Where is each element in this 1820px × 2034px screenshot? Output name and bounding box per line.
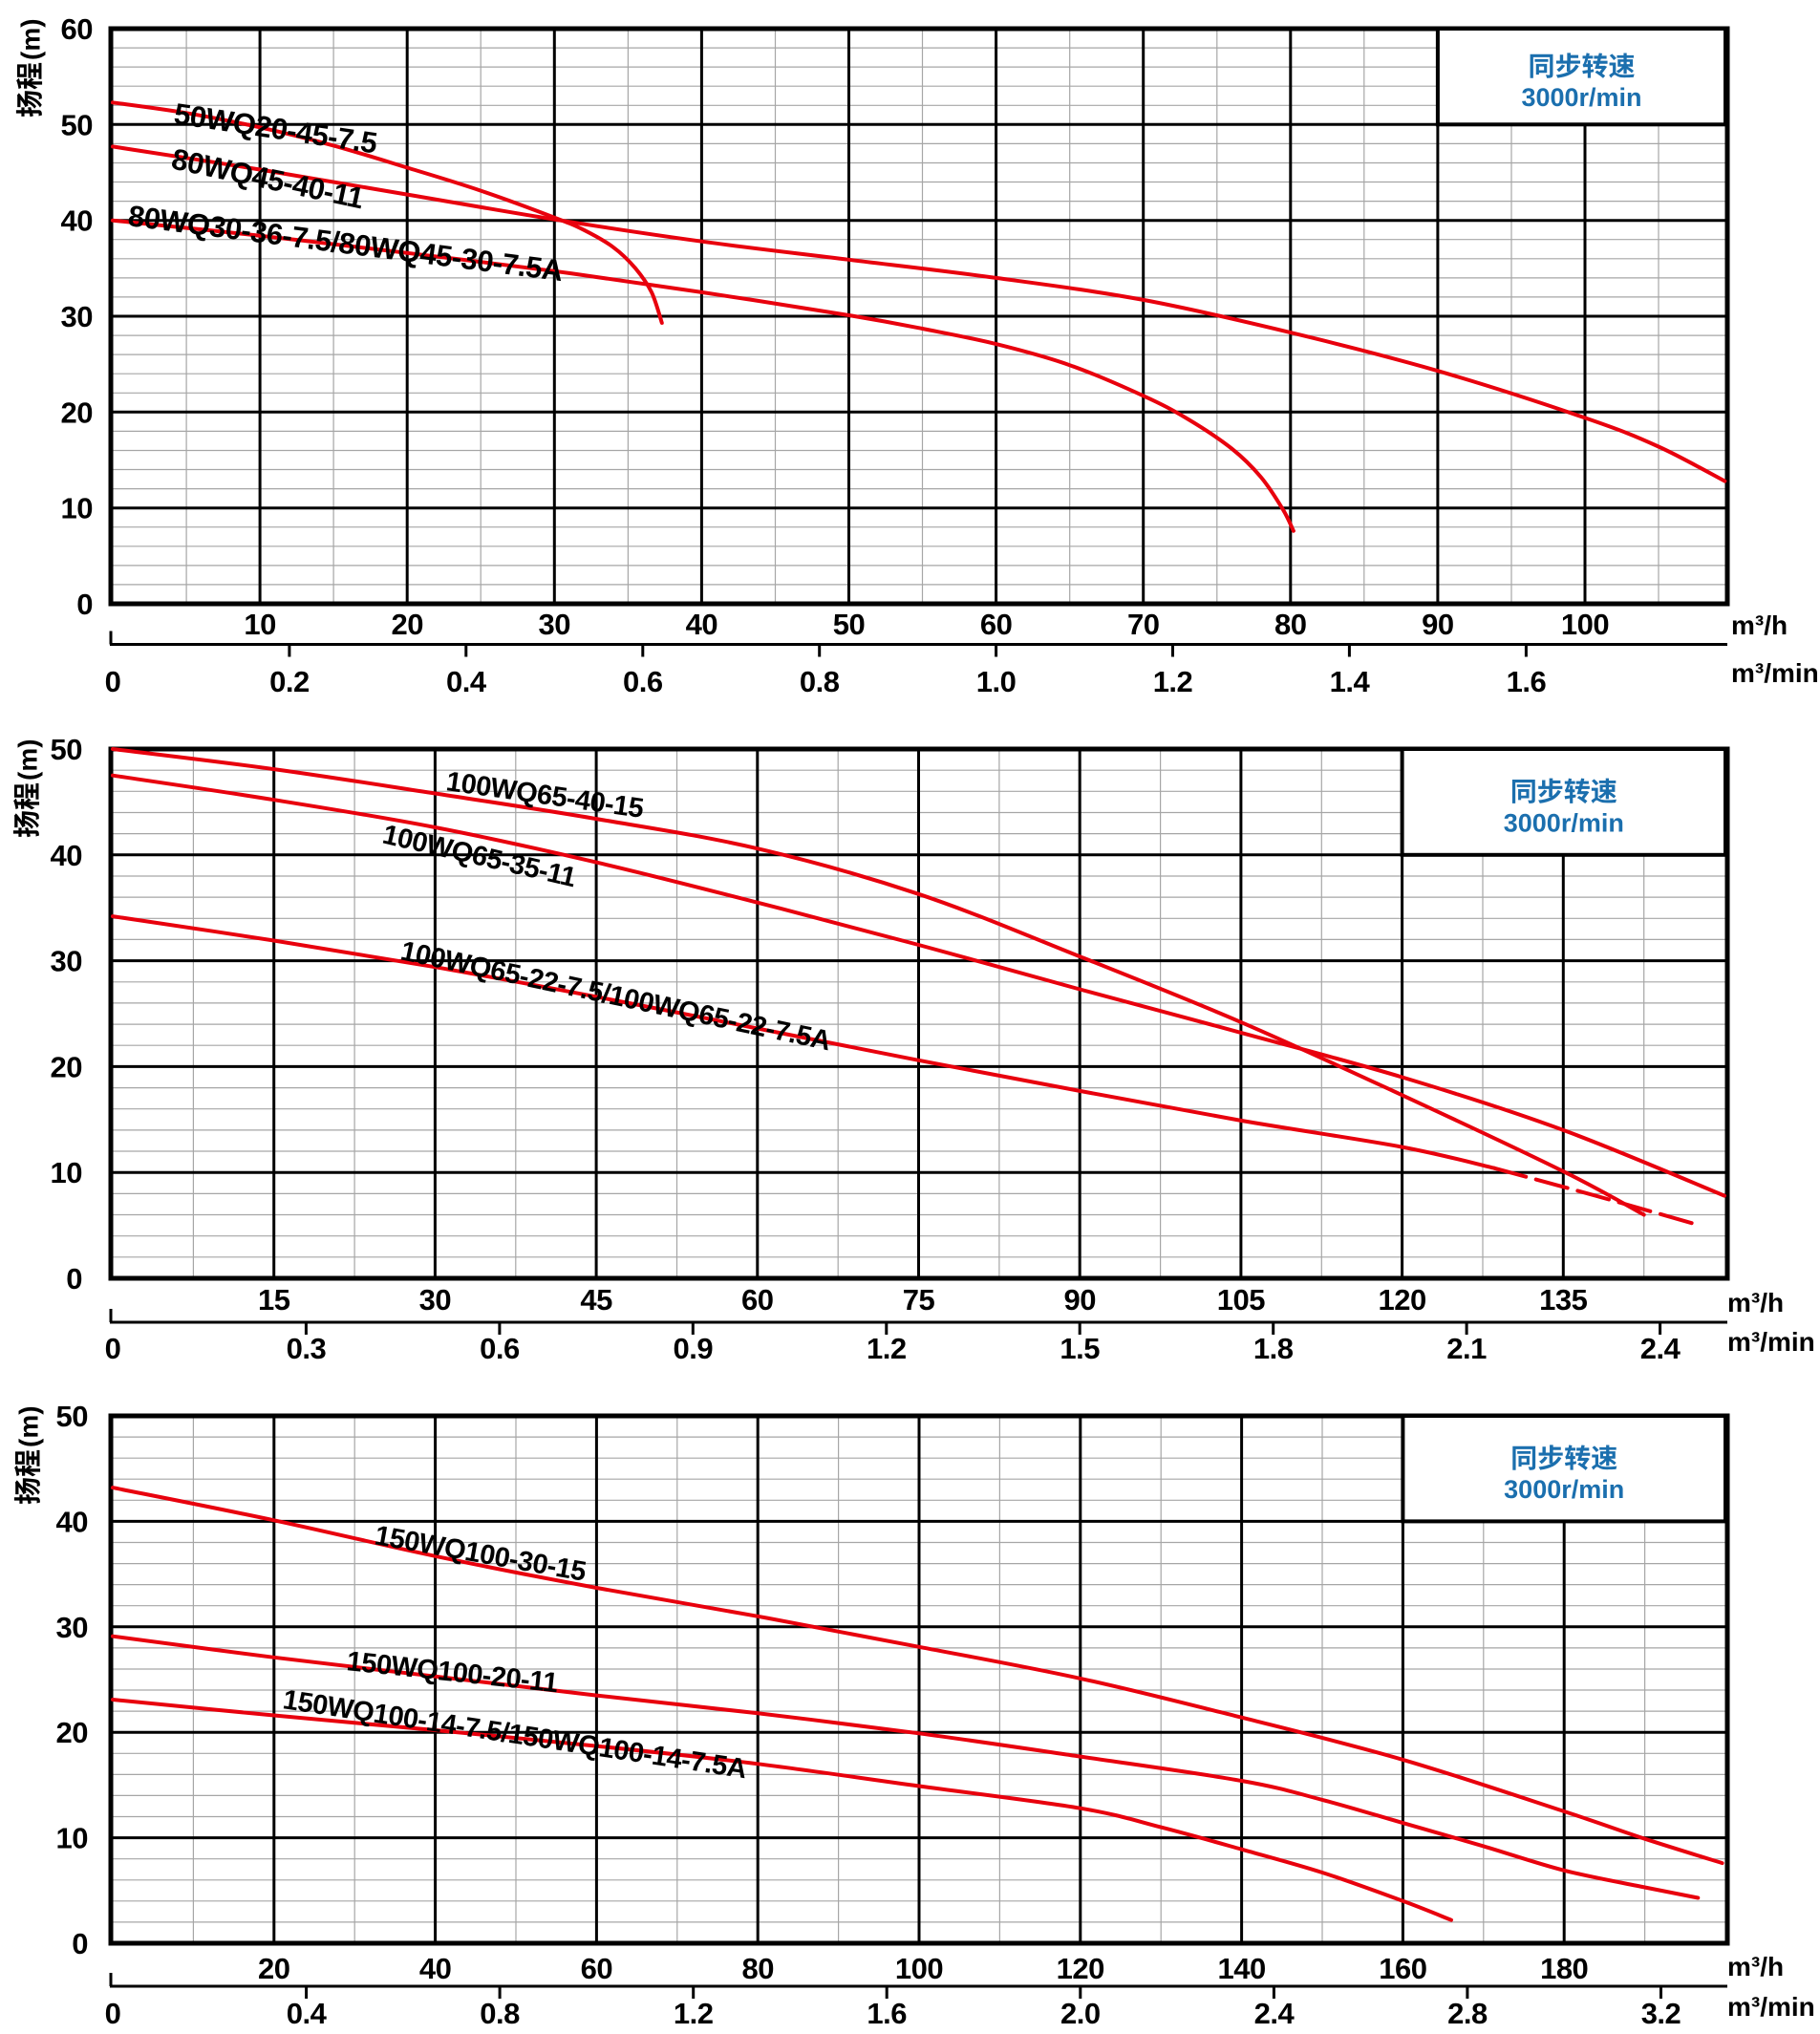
svg-text:0.8: 0.8 <box>800 665 840 698</box>
svg-text:100: 100 <box>1561 608 1609 641</box>
svg-text:50: 50 <box>833 608 865 641</box>
svg-text:50: 50 <box>61 108 93 141</box>
svg-text:10: 10 <box>51 1156 82 1189</box>
svg-text:1.2: 1.2 <box>674 1997 714 2030</box>
svg-text:30: 30 <box>61 300 93 333</box>
svg-text:75: 75 <box>903 1283 935 1317</box>
svg-text:1.4: 1.4 <box>1330 665 1371 698</box>
svg-text:40: 40 <box>51 839 82 872</box>
svg-text:40: 40 <box>61 204 93 238</box>
svg-text:0: 0 <box>66 1262 82 1295</box>
svg-text:1.6: 1.6 <box>1507 665 1547 698</box>
svg-text:2.4: 2.4 <box>1254 1997 1295 2030</box>
svg-text:45: 45 <box>580 1283 612 1317</box>
svg-text:1.6: 1.6 <box>867 1997 907 2030</box>
svg-text:1.8: 1.8 <box>1253 1332 1294 1365</box>
svg-text:2.0: 2.0 <box>1060 1997 1101 2030</box>
svg-text:50: 50 <box>56 1400 88 1433</box>
svg-text:0.9: 0.9 <box>673 1332 713 1365</box>
svg-text:100: 100 <box>895 1952 943 1985</box>
svg-text:1.2: 1.2 <box>867 1332 907 1365</box>
svg-text:0.3: 0.3 <box>287 1332 327 1365</box>
svg-text:(m): (m) <box>16 18 46 60</box>
svg-text:120: 120 <box>1378 1283 1425 1317</box>
svg-text:40: 40 <box>56 1505 88 1538</box>
svg-text:80: 80 <box>1274 608 1306 641</box>
svg-text:50: 50 <box>51 733 82 766</box>
svg-text:0: 0 <box>76 588 93 621</box>
svg-text:m³/min: m³/min <box>1727 1327 1815 1357</box>
svg-text:80: 80 <box>741 1952 773 1985</box>
svg-text:0.4: 0.4 <box>446 665 487 698</box>
svg-text:90: 90 <box>1063 1283 1095 1317</box>
svg-text:0.2: 0.2 <box>269 665 310 698</box>
svg-text:140: 140 <box>1217 1952 1265 1985</box>
svg-text:0: 0 <box>105 1332 121 1365</box>
svg-text:2.1: 2.1 <box>1446 1332 1487 1365</box>
svg-text:20: 20 <box>391 608 422 641</box>
svg-text:0.8: 0.8 <box>480 1997 520 2030</box>
svg-text:(m): (m) <box>14 1405 44 1447</box>
svg-text:30: 30 <box>539 608 570 641</box>
svg-text:1.2: 1.2 <box>1153 665 1193 698</box>
svg-text:60: 60 <box>741 1283 773 1317</box>
svg-text:1.0: 1.0 <box>976 665 1017 698</box>
svg-text:2.8: 2.8 <box>1447 1997 1488 2030</box>
svg-text:m³/h: m³/h <box>1727 1288 1784 1317</box>
svg-text:20: 20 <box>51 1050 82 1083</box>
svg-text:3000r/min: 3000r/min <box>1521 83 1641 112</box>
svg-text:10: 10 <box>61 492 93 525</box>
svg-text:3000r/min: 3000r/min <box>1504 1475 1624 1504</box>
svg-text:40: 40 <box>419 1952 451 1985</box>
svg-text:40: 40 <box>686 608 717 641</box>
svg-text:105: 105 <box>1217 1283 1265 1317</box>
svg-text:160: 160 <box>1379 1952 1426 1985</box>
svg-text:m³/h: m³/h <box>1731 610 1788 640</box>
svg-text:2.4: 2.4 <box>1640 1332 1681 1365</box>
svg-text:m³/h: m³/h <box>1727 1952 1784 1981</box>
svg-text:0.4: 0.4 <box>287 1997 328 2030</box>
svg-text:1.5: 1.5 <box>1060 1332 1100 1365</box>
svg-text:30: 30 <box>56 1611 88 1644</box>
svg-text:20: 20 <box>56 1716 88 1749</box>
svg-text:10: 10 <box>56 1822 88 1855</box>
svg-text:(m): (m) <box>13 739 43 781</box>
svg-text:m³/min: m³/min <box>1731 658 1819 688</box>
svg-text:10: 10 <box>244 608 275 641</box>
svg-text:0: 0 <box>72 1927 88 1960</box>
svg-text:20: 20 <box>61 396 93 429</box>
svg-text:20: 20 <box>258 1952 289 1985</box>
svg-text:70: 70 <box>1127 608 1159 641</box>
svg-text:60: 60 <box>61 12 93 46</box>
svg-text:135: 135 <box>1539 1283 1587 1317</box>
svg-text:m³/min: m³/min <box>1727 1992 1815 2022</box>
svg-text:30: 30 <box>51 945 82 978</box>
svg-text:30: 30 <box>419 1283 451 1317</box>
svg-text:60: 60 <box>980 608 1012 641</box>
svg-text:0: 0 <box>105 665 121 698</box>
svg-text:0.6: 0.6 <box>623 665 663 698</box>
svg-text:90: 90 <box>1422 608 1453 641</box>
svg-text:180: 180 <box>1540 1952 1588 1985</box>
svg-text:3.2: 3.2 <box>1641 1997 1681 2030</box>
svg-text:3000r/min: 3000r/min <box>1504 808 1624 837</box>
svg-text:60: 60 <box>581 1952 612 1985</box>
svg-text:0: 0 <box>105 1997 121 2030</box>
svg-text:15: 15 <box>258 1283 290 1317</box>
svg-text:120: 120 <box>1057 1952 1104 1985</box>
svg-text:0.6: 0.6 <box>480 1332 520 1365</box>
